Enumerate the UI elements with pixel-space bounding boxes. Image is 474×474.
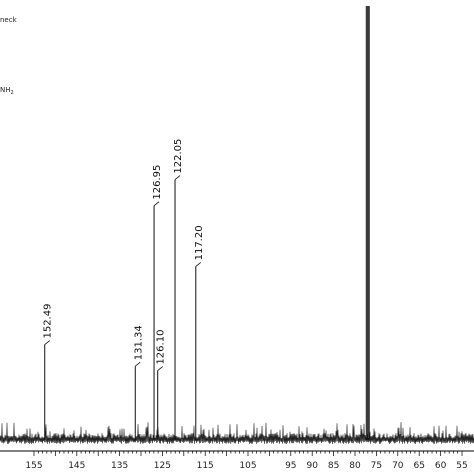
x-tick-label: 90 <box>306 461 318 471</box>
x-tick-label: 125 <box>154 461 171 471</box>
peak-label: 126.95 <box>152 165 163 200</box>
header-line-2-subscript: 2 <box>11 90 14 96</box>
x-tick-label: 145 <box>68 461 85 471</box>
header-line-1: neck <box>0 16 18 24</box>
peak-leader <box>153 201 160 206</box>
peak-label: 126.10 <box>156 330 167 365</box>
header-text: neck NH2 <box>0 16 18 96</box>
header-line-2: NH2 <box>0 86 14 96</box>
peak-leader <box>135 361 141 367</box>
peak-leader <box>195 262 202 267</box>
peak-labels: 152.49 131.34 126.95 126.10 122.05 117.20 <box>43 139 205 365</box>
x-axis-ticks: 155 145 135 125 115 105 95 90 85 80 75 70 65 60 55 <box>25 451 468 471</box>
x-tick-label: 65 <box>413 461 424 471</box>
peak-leader <box>44 340 50 345</box>
x-tick-label: 75 <box>371 461 382 471</box>
x-tick-label: 80 <box>349 461 361 471</box>
peak-label: 152.49 <box>43 304 54 339</box>
baseline-noise-trace <box>0 422 474 445</box>
x-tick-label: 115 <box>197 461 214 471</box>
baseline-noise <box>0 422 474 445</box>
x-tick-label: 60 <box>435 461 447 471</box>
x-tick-label: 155 <box>25 461 42 471</box>
peak-label: 131.34 <box>133 325 144 360</box>
x-tick-label: 55 <box>456 461 467 471</box>
peak-label: 117.20 <box>194 225 205 260</box>
x-tick-label: 105 <box>239 461 256 471</box>
x-tick-label: 95 <box>285 461 296 471</box>
x-tick-label: 85 <box>328 461 339 471</box>
peak-leader <box>157 366 163 371</box>
x-tick-label: 70 <box>392 461 404 471</box>
peak-label: 122.05 <box>173 139 184 174</box>
header-line-2-main: NH <box>0 86 11 94</box>
x-tick-label: 135 <box>111 461 128 471</box>
peak-leader <box>174 175 181 180</box>
peak-lines <box>44 6 370 440</box>
